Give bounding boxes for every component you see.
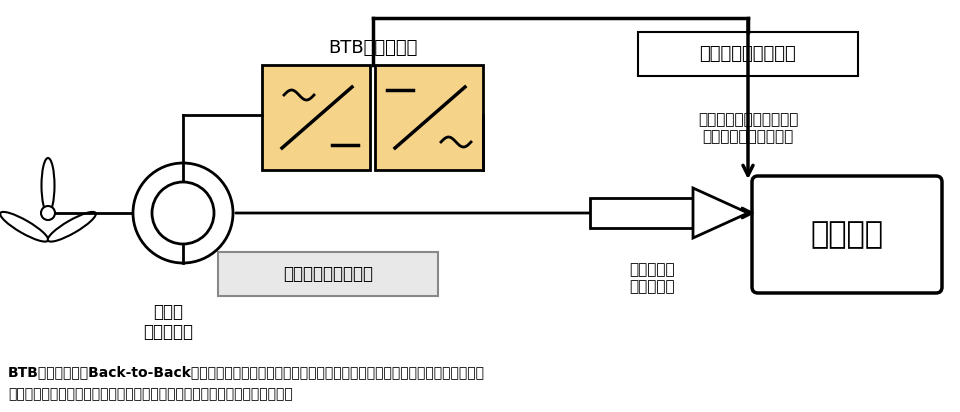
Bar [262, 65, 370, 170]
Bar [218, 252, 438, 296]
Bar [375, 65, 483, 170]
Ellipse shape [0, 212, 48, 241]
Ellipse shape [41, 158, 55, 213]
Text: 一次回路からの電力: 一次回路からの電力 [283, 265, 373, 283]
FancyBboxPatch shape [752, 176, 942, 293]
Ellipse shape [48, 212, 96, 241]
Polygon shape [693, 188, 748, 238]
Text: BTBコンバータ：Back-to-Backコンバータ。交流電力を一度直流にして、すぐにまた交流に戻す電力変換器。: BTBコンバータ：Back-to-Backコンバータ。交流電力を一度直流にして、… [8, 365, 485, 379]
Circle shape [41, 206, 55, 220]
Text: 一定になる
ように制御: 一定になる ように制御 [629, 262, 675, 294]
Text: 電力系統: 電力系統 [810, 220, 883, 249]
Text: BTBコンバータ: BTBコンバータ [327, 39, 418, 57]
Circle shape [152, 182, 214, 244]
Text: 一度直流に変換することによって、通過する電力を自由に制御可能となる。: 一度直流に変換することによって、通過する電力を自由に制御可能となる。 [8, 387, 293, 401]
Text: 二次回路からの電力: 二次回路からの電力 [700, 45, 797, 63]
Text: （一次回路の電力変動を
補償するように制御）: （一次回路の電力変動を 補償するように制御） [698, 112, 798, 144]
Bar [590, 198, 693, 228]
Bar [638, 32, 858, 76]
Text: 巻線形
誤導発電機: 巻線形 誤導発電機 [143, 302, 193, 342]
Circle shape [133, 163, 233, 263]
